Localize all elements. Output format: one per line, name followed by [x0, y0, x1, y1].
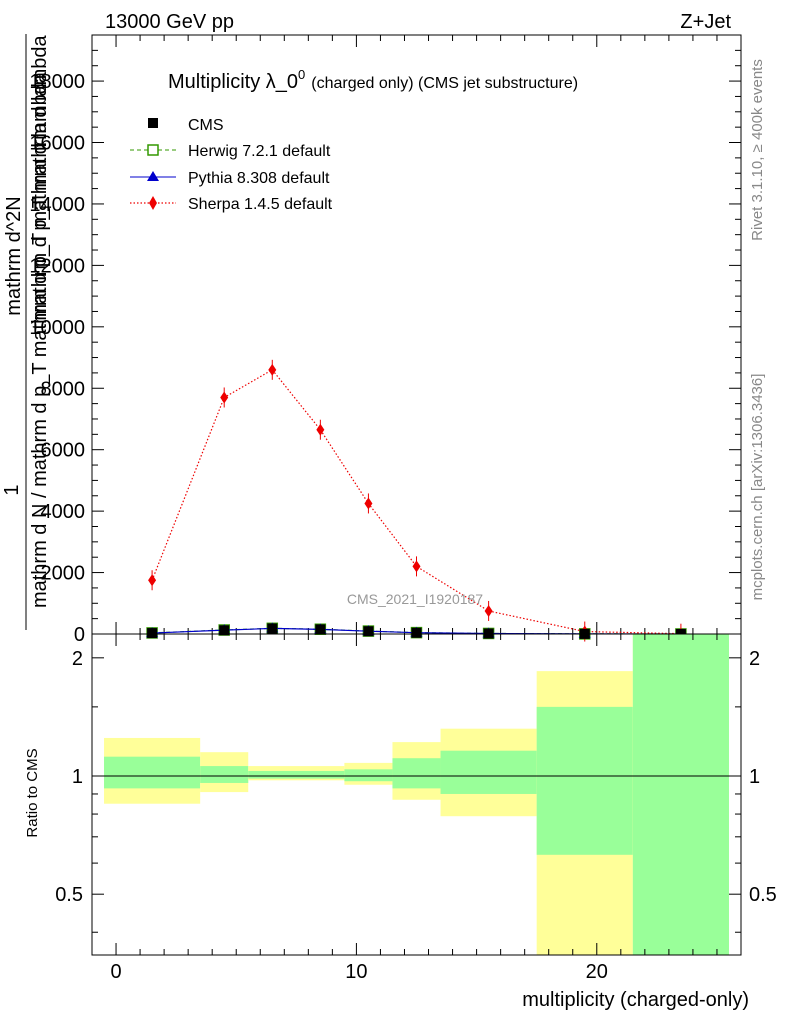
x-tick-label: 10	[345, 961, 367, 983]
x-tick-label: 0	[110, 961, 121, 983]
legend-cms-marker	[148, 118, 158, 128]
ratio-inner-band	[104, 756, 201, 789]
main-y-tick-label: 6000	[41, 440, 86, 462]
data-point-sherpa	[484, 604, 493, 617]
title-subtitle: (charged only) (CMS jet substructure)	[311, 75, 578, 92]
ratio-y-tick-label: 0.5	[55, 884, 83, 906]
ratio-inner-band	[248, 770, 345, 779]
ylabel-fraction: mathrm d N / mathrm d p_T mathrm d p_T m…	[29, 71, 51, 608]
legend-cms-label: CMS	[188, 117, 224, 134]
header-process-label: Z+Jet	[680, 11, 731, 33]
data-point-cms	[267, 623, 278, 634]
ratio-inner-band	[392, 758, 441, 789]
ylabel-denominator: mathrm d p_T mathrm d lambda	[29, 34, 51, 320]
main-axis-ticks	[92, 34, 741, 635]
legend-sherpa-label: Sherpa 1.4.5 default	[188, 196, 333, 213]
ratio-y-tick-label: 1	[72, 766, 83, 788]
ratio-y-tick-label-right: 1	[749, 766, 760, 788]
main-y-tick-label: 12000	[29, 255, 85, 277]
data-point-cms	[315, 624, 326, 635]
main-y-tick-label: 4000	[41, 501, 86, 523]
data-point-cms	[147, 628, 158, 639]
data-point-sherpa	[412, 560, 421, 573]
data-point-sherpa	[148, 574, 157, 587]
main-y-tick-label: 14000	[29, 194, 85, 216]
legend-entry-sherpa: Sherpa 1.4.5 default	[130, 196, 333, 213]
main-y-tick-label: 10000	[29, 317, 85, 339]
ylabel-numerator: mathrm d^2N	[3, 196, 25, 315]
legend-pythia-label: Pythia 8.308 default	[188, 170, 330, 187]
x-axis-label: multiplicity (charged-only)	[522, 989, 749, 1011]
rivet-version-label: Rivet 3.1.10, ≥ 400k events	[749, 59, 766, 241]
header-energy-label: 13000 GeV pp	[105, 11, 234, 33]
ratio-inner-band	[536, 706, 633, 855]
main-y-tick-label: 0	[74, 624, 85, 646]
ratio-y-tick-labels: 0.5 0.5 1 1 2 2	[55, 648, 777, 906]
main-y-axis-label: mathrm d^2N mathrm d p_T mathrm d lambda…	[1, 34, 51, 630]
legend-sherpa-marker	[149, 196, 157, 210]
data-point-sherpa	[220, 391, 229, 404]
ratio-y-axis-label: Ratio to CMS	[24, 748, 41, 837]
ratio-x-tick-labels: 0 10 20	[110, 961, 607, 983]
ratio-plot-frame	[91, 633, 742, 956]
ratio-y-tick-label-right: 2	[749, 648, 760, 670]
ratio-axis-ticks	[92, 634, 741, 955]
data-point-cms	[219, 625, 230, 636]
ratio-inner-band	[632, 634, 729, 955]
analysis-watermark: CMS_2021_I1920187	[347, 591, 483, 607]
legend-herwig-marker	[147, 144, 159, 156]
legend-entry-herwig: Herwig 7.2.1 default	[130, 143, 331, 160]
data-point-cms	[363, 626, 374, 637]
data-point-sherpa	[364, 497, 373, 510]
ratio-inner-band	[440, 750, 537, 794]
x-tick-label: 20	[586, 961, 608, 983]
legend-entry-cms: CMS	[148, 117, 224, 134]
main-y-tick-label: 8000	[41, 378, 86, 400]
main-title: Multiplicity λ_00 (charged only) (CMS jet…	[168, 67, 578, 93]
ratio-inner-band	[200, 766, 249, 783]
main-y-tick-label: 2000	[41, 563, 86, 585]
title-superscript: 0	[298, 67, 305, 82]
ratio-y-tick-label-right: 0.5	[749, 884, 777, 906]
ratio-bands	[104, 634, 729, 955]
legend-pythia-marker	[147, 171, 159, 181]
ratio-inner-band	[344, 769, 393, 782]
legend-herwig-label: Herwig 7.2.1 default	[188, 143, 331, 160]
data-point-cms	[411, 627, 422, 638]
main-y-tick-labels: 0 2000 4000 6000 8000 10000 12000 14000 16000 180…	[29, 71, 85, 646]
main-y-tick-label: 18000	[29, 71, 85, 93]
ratio-y-tick-label: 2	[72, 648, 83, 670]
main-y-tick-label: 16000	[29, 133, 85, 155]
legend-entry-pythia: Pythia 8.308 default	[130, 170, 330, 187]
legend: CMS Herwig 7.2.1 default Pythia 8.308 de…	[130, 117, 333, 213]
title-main: Multiplicity λ_0	[168, 71, 298, 93]
data-point-sherpa	[316, 423, 325, 436]
ylabel-one: 1	[1, 484, 23, 495]
data-point-sherpa	[268, 363, 277, 376]
mcplots-credit-label: mcplots.cern.ch [arXiv:1306.3436]	[749, 374, 766, 601]
